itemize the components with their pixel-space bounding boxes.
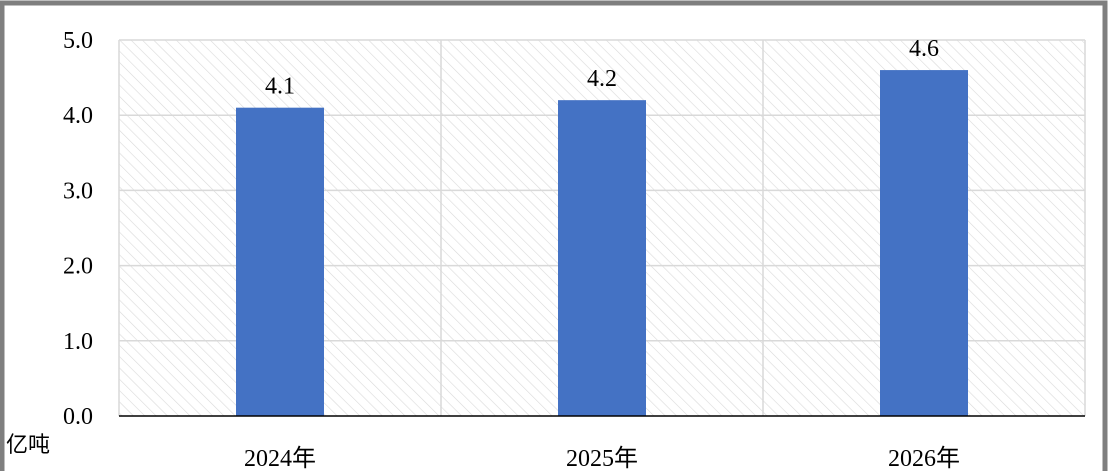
y-tick-label: 0.0 bbox=[63, 404, 93, 430]
bar bbox=[880, 70, 968, 416]
y-tick-label: 4.0 bbox=[63, 103, 93, 129]
y-tick-label: 1.0 bbox=[63, 329, 93, 355]
x-category-label: 2024年 bbox=[244, 445, 316, 471]
bar-value-label: 4.6 bbox=[909, 36, 939, 62]
bar bbox=[558, 100, 646, 416]
y-tick-label: 2.0 bbox=[63, 254, 93, 280]
bar-value-label: 4.2 bbox=[587, 66, 617, 92]
x-category-label: 2025年 bbox=[566, 445, 638, 471]
bar bbox=[236, 107, 324, 417]
y-axis-unit-label: 亿吨 bbox=[6, 433, 50, 458]
x-category-label: 2026年 bbox=[888, 445, 960, 471]
bar-value-label: 4.1 bbox=[265, 74, 295, 100]
y-tick-label: 3.0 bbox=[63, 178, 93, 204]
y-tick-label: 5.0 bbox=[63, 28, 93, 54]
